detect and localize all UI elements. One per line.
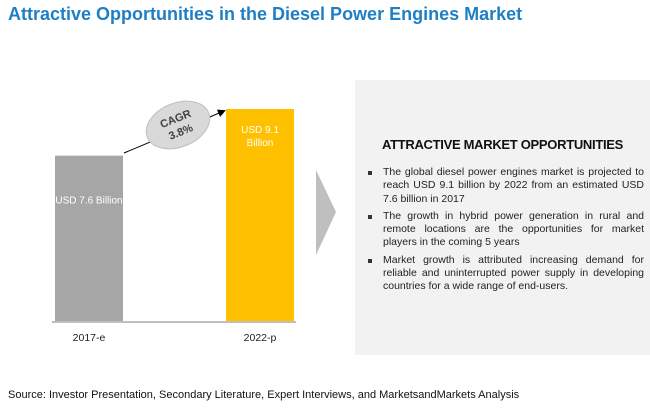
data-label: Billion	[247, 138, 274, 149]
x-tick-label: 2022-p	[244, 332, 277, 344]
panel-heading: ATTRACTIVE MARKET OPPORTUNITIES	[381, 137, 624, 152]
cagr-badge: CAGR 3.8%	[145, 100, 211, 150]
data-label: USD 9.1	[241, 125, 279, 136]
bar-chart: USD 7.6 Billion 2017-e USD 9.1 Billion 2022-…	[52, 100, 336, 344]
list-item: Market growth is attributed increasing d…	[363, 254, 644, 294]
opportunities-panel: ATTRACTIVE MARKET OPPORTUNITIES The glob…	[355, 80, 650, 355]
page-title: Attractive Opportunities in the Diesel P…	[8, 4, 523, 24]
x-tick-label: 2017-e	[73, 332, 106, 344]
chevron-arrow-icon	[316, 170, 336, 255]
bar-2017-e	[55, 155, 123, 322]
list-item: The growth in hybrid power generation in…	[363, 210, 644, 250]
data-label: USD 7.6 Billion	[55, 196, 122, 207]
list-item: The global diesel power engines market i…	[363, 166, 644, 206]
opportunities-list: The global diesel power engines market i…	[363, 166, 644, 298]
source-note: Source: Investor Presentation, Secondary…	[8, 389, 520, 401]
bar-2022-p	[226, 109, 294, 322]
